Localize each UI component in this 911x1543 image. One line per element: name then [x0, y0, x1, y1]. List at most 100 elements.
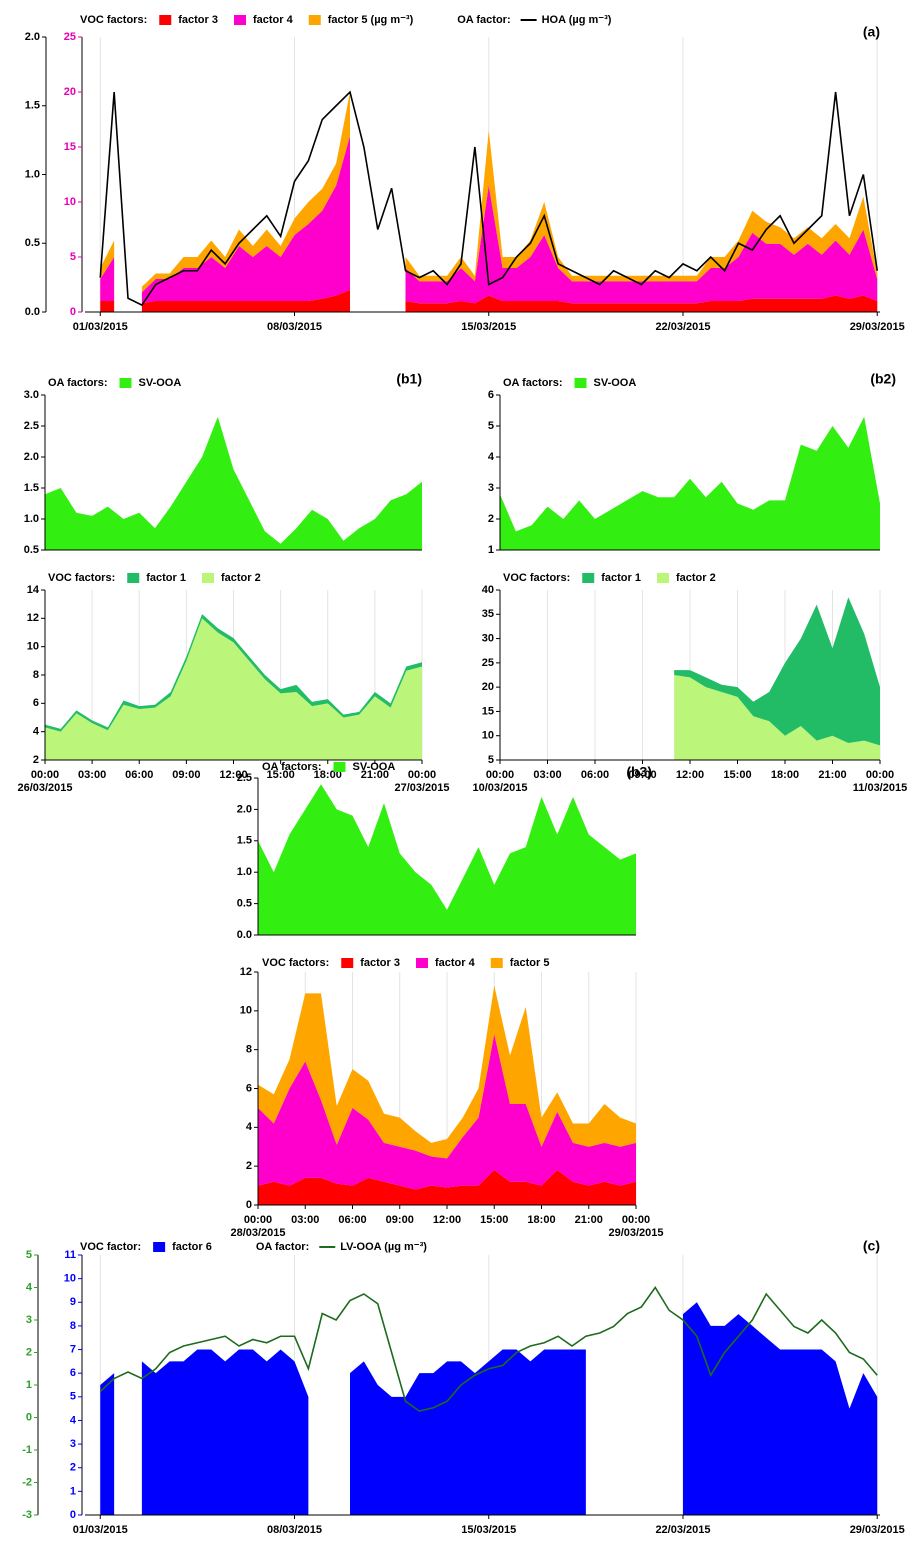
y-tick-label: 1.5 [237, 835, 252, 847]
legend-label: factor 3 [178, 14, 218, 26]
legend-label: factor 4 [253, 14, 294, 26]
y-tick-label: 8 [70, 1320, 76, 1332]
legend-label: HOA (µg m⁻³) [542, 14, 612, 26]
y-tick-label: 0 [70, 1509, 76, 1521]
legend-label: SV-OOA [594, 377, 637, 389]
y-tick-label: 1 [70, 1485, 76, 1497]
y-tick-label: 20 [64, 86, 76, 98]
legend-label: factor 2 [676, 572, 716, 584]
x-tick-label: 06:00 [581, 769, 609, 781]
x-tick-label: 29/03/2015 [850, 1524, 905, 1536]
y-tick-label: 2.5 [24, 420, 39, 432]
plot-area [99, 1286, 878, 1515]
y-tick-label: 2 [488, 513, 494, 525]
y-tick-label: 0.0 [237, 929, 252, 941]
area [500, 416, 880, 550]
area [45, 614, 422, 732]
y-tick-label: 25 [64, 31, 76, 43]
legend-swatch [657, 573, 669, 583]
y-tick-label: 5 [70, 251, 76, 263]
x-date-label: 28/03/2015 [230, 1227, 285, 1239]
y-tick-label: 2 [70, 1462, 76, 1474]
y-tick-label: 6 [246, 1082, 252, 1094]
y-tick-label: 10 [240, 1005, 252, 1017]
x-tick-label: 21:00 [575, 1214, 603, 1226]
panel-label: (b2) [870, 371, 896, 387]
panel-label: (b3) [626, 764, 652, 780]
y-tick-label: 0 [70, 306, 76, 318]
y-tick-label: 11 [64, 1249, 76, 1261]
plot-area [99, 90, 879, 312]
legend-swatch [574, 378, 587, 388]
y-tick-label: 4 [70, 1414, 77, 1426]
y-tick-label: 1.0 [25, 168, 40, 180]
y-tick-label: 20 [482, 681, 494, 693]
legend-swatch [341, 958, 354, 968]
area [100, 290, 878, 312]
legend-title: OA factor: [256, 1241, 309, 1253]
y-tick-label: 4 [26, 1281, 33, 1293]
legend-swatch [582, 573, 595, 583]
plot-area [258, 784, 636, 935]
x-tick-label: 22/03/2015 [655, 1524, 710, 1536]
y-tick-label: 14 [27, 584, 40, 596]
y-tick-label: 15 [482, 705, 494, 717]
legend-title: OA factor: [457, 14, 510, 26]
legend-swatch [119, 378, 132, 388]
y-tick-label: -3 [22, 1509, 32, 1521]
y-tick-label: 10 [64, 196, 76, 208]
x-tick-label: 15:00 [723, 769, 751, 781]
y-tick-label: 9 [70, 1296, 76, 1308]
y-tick-label: 0.0 [25, 306, 40, 318]
line [99, 1286, 878, 1412]
y-tick-label: 1 [488, 544, 494, 556]
y-tick-label: -1 [22, 1444, 32, 1456]
legend-title: VOC factors: [503, 572, 570, 584]
y-tick-label: 3 [70, 1438, 76, 1450]
x-tick-label: 08/03/2015 [267, 321, 322, 333]
y-tick-label: 2.0 [25, 31, 40, 43]
y-tick-label: 2 [26, 1346, 32, 1358]
x-tick-label: 15/03/2015 [461, 1524, 516, 1536]
x-tick-label: 12:00 [219, 769, 247, 781]
y-tick-label: 3.0 [24, 389, 39, 401]
legend-label: LV-OOA (µg m⁻³) [340, 1241, 427, 1253]
y-tick-label: 10 [27, 641, 39, 653]
y-tick-label: 30 [482, 632, 494, 644]
y-tick-label: 8 [33, 669, 39, 681]
y-tick-label: -2 [22, 1476, 32, 1488]
x-tick-label: 00:00 [244, 1214, 272, 1226]
y-tick-label: 1.0 [24, 513, 39, 525]
y-tick-label: 12 [240, 966, 252, 978]
y-tick-label: 15 [64, 141, 76, 153]
area [674, 597, 880, 746]
y-tick-label: 3 [26, 1314, 32, 1326]
legend-title: VOC factor: [80, 1241, 141, 1253]
x-tick-label: 22/03/2015 [655, 321, 710, 333]
legend-label: factor 5 [510, 957, 550, 969]
y-tick-label: 35 [482, 608, 494, 620]
legend-label: factor 6 [172, 1241, 212, 1253]
x-tick-label: 12:00 [433, 1214, 461, 1226]
legend-label: SV-OOA [353, 761, 396, 773]
y-tick-label: 2.0 [237, 803, 252, 815]
area [100, 1302, 878, 1515]
y-tick-label: 1.0 [237, 866, 252, 878]
y-tick-label: 40 [482, 584, 494, 596]
y-tick-label: 4 [246, 1121, 253, 1133]
y-tick-label: 12 [27, 612, 39, 624]
legend-label: factor 3 [360, 957, 400, 969]
y-tick-label: 25 [482, 657, 494, 669]
legend-swatch [159, 15, 172, 25]
x-tick-label: 15:00 [267, 769, 295, 781]
legend-title: OA factors: [503, 377, 563, 389]
plot-area [674, 597, 880, 760]
plot-area [500, 416, 880, 550]
area [100, 136, 878, 304]
x-tick-label: 00:00 [486, 769, 514, 781]
plot-area [258, 985, 636, 1205]
x-tick-label: 15/03/2015 [461, 321, 516, 333]
legend-label: SV-OOA [139, 377, 182, 389]
x-date-label: 10/03/2015 [472, 782, 527, 794]
